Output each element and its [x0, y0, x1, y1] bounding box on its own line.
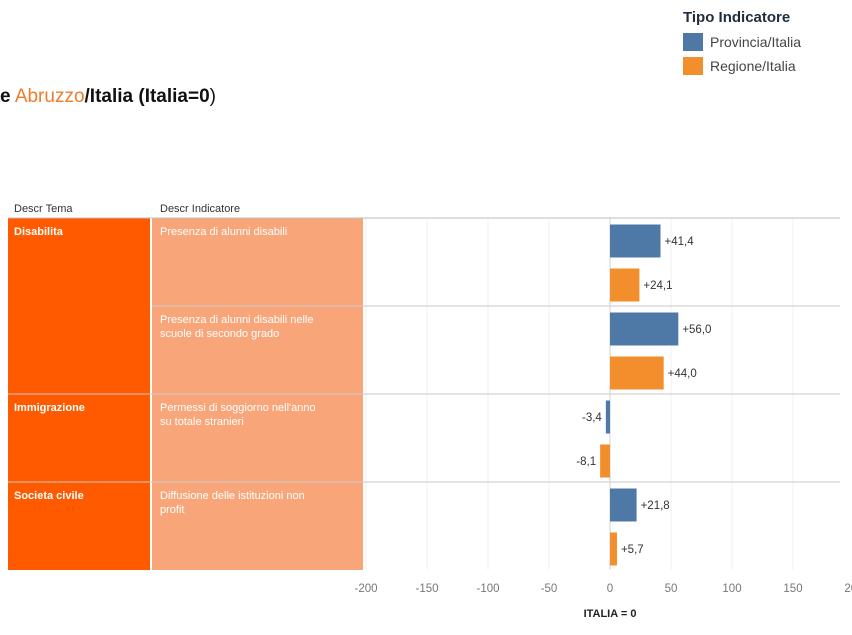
- data-label-3-1: +5,7: [621, 544, 644, 556]
- bar-1-regione: [610, 356, 664, 390]
- x-tick-label-5: 50: [665, 583, 678, 595]
- indicator-label-1-0: Presenza di alunni disabili nelle: [160, 314, 313, 326]
- tema-cell-1: [8, 394, 150, 482]
- data-label-1-1: +44,0: [668, 368, 697, 380]
- indicator-label-1-1: scuole di secondo grado: [160, 328, 279, 340]
- data-label-2-1: -8,1: [576, 456, 596, 468]
- x-tick-label-6: 100: [722, 583, 741, 595]
- x-tick-label-8: 200: [844, 583, 852, 595]
- bar-2-provincia: [605, 400, 610, 434]
- tema-label-0: Disabilita: [14, 226, 64, 238]
- indicator-cell-3: [152, 482, 363, 570]
- legend-swatch-regione: [683, 57, 703, 75]
- data-label-1-0: +56,0: [682, 324, 711, 336]
- indicator-cell-0: [152, 218, 363, 306]
- title-prefix: e: [0, 86, 11, 107]
- data-label-0-0: +41,4: [665, 236, 695, 248]
- x-tick-label-4: 0: [607, 583, 613, 595]
- tema-label-2: Societa civile: [14, 490, 84, 502]
- indicator-label-2-0: Permessi di soggiorno nell'anno: [160, 402, 316, 414]
- bar-2-regione: [600, 444, 610, 478]
- legend-item-provincia[interactable]: Provincia/Italia: [683, 30, 801, 54]
- bar-3-regione: [610, 532, 617, 566]
- indicator-label-2-1: su totale stranieri: [160, 416, 244, 428]
- legend-item-regione[interactable]: Regione/Italia: [683, 54, 801, 78]
- legend-title: Tipo Indicatore: [683, 9, 791, 26]
- bar-1-provincia: [610, 312, 679, 346]
- indicator-label-0-0: Presenza di alunni disabili: [160, 226, 287, 238]
- chart-title: e Abruzzo/Italia (Italia=0): [0, 86, 216, 108]
- data-label-0-1: +24,1: [643, 280, 672, 292]
- title-region: Abruzzo: [14, 86, 85, 107]
- tema-label-1: Immigrazione: [14, 402, 85, 414]
- x-tick-label-1: -150: [415, 583, 438, 595]
- tema-cell-0: [8, 218, 150, 394]
- data-label-2-0: -3,4: [582, 412, 602, 424]
- indicator-label-3-0: Diffusione delle istituzioni non: [160, 490, 305, 502]
- title-separator: /: [84, 86, 90, 107]
- indicator-cell-2: [152, 394, 363, 482]
- x-tick-label-0: -200: [354, 583, 377, 595]
- x-tick-label-3: -50: [541, 583, 558, 595]
- header-indicatore: Descr Indicatore: [160, 203, 240, 215]
- title-country: Italia (Italia=0: [89, 86, 210, 107]
- title-close: ): [209, 86, 216, 107]
- legend-swatch-provincia: [683, 33, 703, 51]
- x-axis-title: ITALIA = 0: [584, 608, 637, 620]
- tema-cell-2: [8, 482, 150, 570]
- bar-0-provincia: [610, 224, 661, 258]
- legend: Tipo Indicatore Provincia/Italia Regione…: [683, 9, 801, 78]
- indicator-cell-1: [152, 306, 363, 394]
- x-tick-label-7: 150: [783, 583, 802, 595]
- indicator-label-3-1: profit: [160, 504, 184, 516]
- legend-label-regione: Regione/Italia: [710, 58, 796, 74]
- bar-3-provincia: [610, 488, 637, 522]
- legend-label-provincia: Provincia/Italia: [710, 34, 802, 50]
- x-tick-label-2: -100: [476, 583, 499, 595]
- bar-0-regione: [610, 268, 640, 302]
- data-label-3-0: +21,8: [641, 500, 670, 512]
- header-tema: Descr Tema: [14, 203, 73, 215]
